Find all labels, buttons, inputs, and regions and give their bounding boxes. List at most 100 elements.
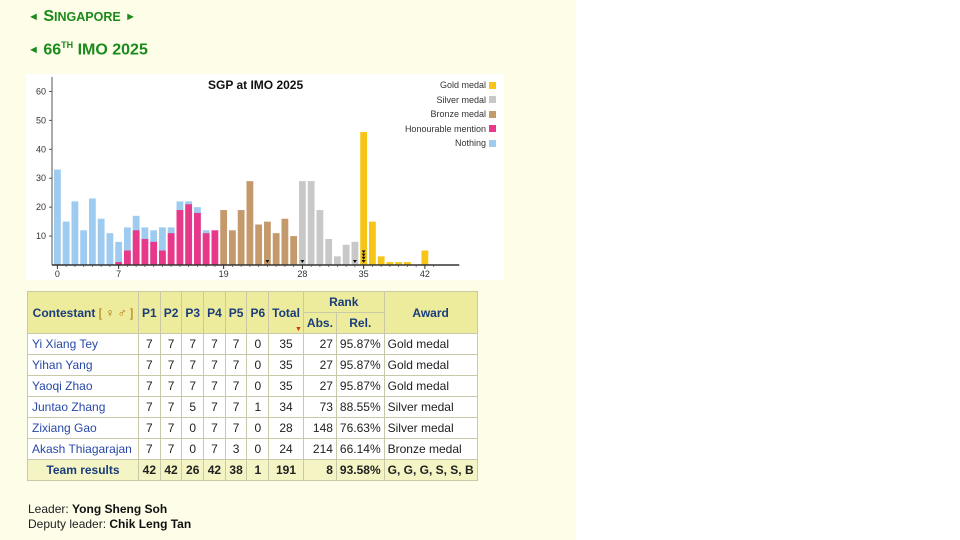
contestant-name[interactable]: Yihan Yang (27, 354, 139, 376)
bar-6 (106, 233, 114, 265)
legend-label: Bronze medal (430, 109, 486, 119)
score-p6: 0 (246, 333, 270, 355)
contestant-header-label: Contestant (32, 305, 96, 320)
team-p4: 42 (203, 459, 226, 481)
legend-swatch (489, 139, 496, 147)
legend-label: Nothing (454, 138, 486, 148)
deputy-label: Deputy leader: (28, 517, 107, 531)
edition-title: IMO 2025 (77, 41, 148, 59)
abs-header: Abs. (302, 312, 337, 334)
legend-swatch (489, 81, 496, 89)
score-p5: 7 (224, 354, 248, 376)
chart-title: SGP at IMO 2025 (208, 78, 304, 92)
contestant-name[interactable]: Yaoqi Zhao (27, 375, 139, 397)
rank-abs: 27 (302, 375, 337, 397)
hm-bar-10 (141, 238, 149, 265)
score-total: 28 (268, 417, 304, 439)
deputy-leader-line: Deputy leader: Chik Leng Tan (28, 517, 191, 531)
results-table: Contestant [ ♀ ♂ ] P1 P2 P3 P4 P5 P6 Tot… (27, 291, 478, 481)
bar-32 (334, 256, 341, 265)
score-p4: 7 (203, 438, 226, 460)
score-p1: 7 (138, 438, 161, 460)
x-tick-label: 19 (219, 269, 229, 279)
score-p1: 7 (138, 333, 161, 355)
contestant-name[interactable]: Zixiang Gao (27, 417, 139, 439)
table-header-row: Contestant [ ♀ ♂ ] P1 P2 P3 P4 P5 P6 Tot… (27, 291, 478, 334)
bar-36 (369, 221, 376, 265)
table-subheader-row: Abs. Rel. (28, 312, 478, 334)
bar-22 (246, 181, 254, 265)
bar-1 (62, 221, 70, 265)
score-p5: 7 (224, 417, 248, 439)
score-p3: 7 (181, 354, 205, 376)
table-row: Yihan Yang 7 7 7 7 7 0 35 27 95.87% Gold medal (27, 354, 478, 376)
contestant-marker (352, 260, 357, 263)
x-tick-label: 35 (359, 269, 369, 279)
hm-bar-13 (167, 233, 175, 265)
right-arrow-icon[interactable]: ► (125, 11, 137, 23)
total-header-label: Total (272, 305, 300, 320)
chart-svg: 10 20 30 40 50 60 0 7 19 28 35 42 (36, 77, 460, 279)
score-p5: 7 (224, 333, 248, 355)
team-total: 191 (268, 459, 304, 481)
leader-label: Leader: (28, 502, 69, 516)
bar-39 (395, 262, 403, 265)
contestant-marker (361, 253, 366, 257)
legend-label: Honourable mention (404, 123, 486, 134)
contestant-name[interactable]: Yi Xiang Tey (27, 333, 139, 355)
x-tick-label: 7 (116, 269, 121, 279)
country-initial: S (43, 8, 55, 25)
bar-38 (386, 262, 394, 265)
score-p5: 7 (224, 375, 248, 397)
table-row: Yi Xiang Tey 7 7 7 7 7 0 35 27 95.87% Gold medal (27, 333, 478, 355)
score-p1: 7 (138, 417, 161, 439)
contestant-name[interactable]: Akash Thiagarajan (27, 438, 139, 460)
bar-40 (404, 262, 411, 265)
legend-swatch (489, 125, 496, 132)
score-p2: 7 (159, 375, 183, 397)
legend-item: Honourable mention (405, 124, 496, 134)
legend-label: Silver medal (436, 94, 486, 105)
x-tick-label: 42 (420, 269, 430, 279)
rel-header: Rel. (335, 312, 385, 334)
legend-item: Bronze medal (430, 109, 496, 119)
contestant-name[interactable]: Juntao Zhang (27, 396, 139, 418)
imo-panel: ◄ SINGAPORE ► ◄ 66TH IMO 2025 SGP at IMO… (0, 0, 576, 540)
rank-rel: 66.14% (335, 438, 385, 460)
bar-5 (97, 218, 105, 265)
bar-7 (115, 241, 123, 265)
y-tick-label: 40 (36, 144, 46, 154)
x-tick-label: 0 (55, 269, 60, 279)
left-arrow-icon[interactable]: ◄ (28, 44, 39, 57)
hm-bar-17 (202, 233, 210, 265)
p4-header: P4 (203, 291, 226, 334)
award: Silver medal (383, 417, 478, 439)
contestant-header: Contestant [ ♀ ♂ ] (27, 291, 139, 334)
award: Gold medal (383, 375, 478, 397)
legend-swatch (489, 110, 496, 118)
score-p3: 0 (181, 438, 205, 460)
bar-23 (255, 224, 263, 265)
left-arrow-icon[interactable]: ◄ (28, 11, 39, 23)
rank-rel: 76.63% (335, 417, 385, 439)
table-row: Zixiang Gao 7 7 0 7 7 0 28 148 76.63% Silver medal (27, 417, 478, 439)
score-p2: 7 (159, 438, 183, 460)
deputy-name: Chik Leng Tan (109, 517, 192, 531)
rank-rel: 95.87% (335, 333, 385, 355)
bar-8 (124, 227, 131, 265)
sort-down-icon[interactable]: ▼ (294, 326, 302, 333)
bar-25 (272, 233, 280, 265)
table-row: Akash Thiagarajan 7 7 0 7 3 0 24 214 66.14% Bronze… (27, 438, 478, 460)
leader-name: Yong Sheng Soh (72, 502, 168, 516)
edition-number: 66 (43, 41, 62, 59)
y-tick-label: 60 (36, 86, 46, 96)
p5-header: P5 (224, 291, 248, 334)
bar-21 (237, 210, 245, 265)
score-p6: 0 (246, 354, 270, 376)
hm-bar-9 (132, 230, 140, 265)
award: Gold medal (383, 333, 478, 355)
gender-icon[interactable]: [ ♀ ♂ ] (98, 305, 134, 320)
rank-abs: 214 (302, 438, 337, 460)
score-p3: 0 (181, 417, 205, 439)
total-header[interactable]: Total ▼ (268, 291, 304, 334)
